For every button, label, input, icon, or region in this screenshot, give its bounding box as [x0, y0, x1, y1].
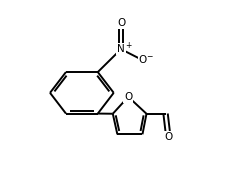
Text: O: O	[124, 92, 132, 102]
Text: O: O	[164, 132, 173, 142]
Text: O: O	[138, 55, 147, 65]
Text: +: +	[125, 41, 131, 50]
Text: O: O	[117, 18, 125, 28]
Text: N: N	[117, 44, 125, 54]
Text: −: −	[147, 52, 153, 61]
